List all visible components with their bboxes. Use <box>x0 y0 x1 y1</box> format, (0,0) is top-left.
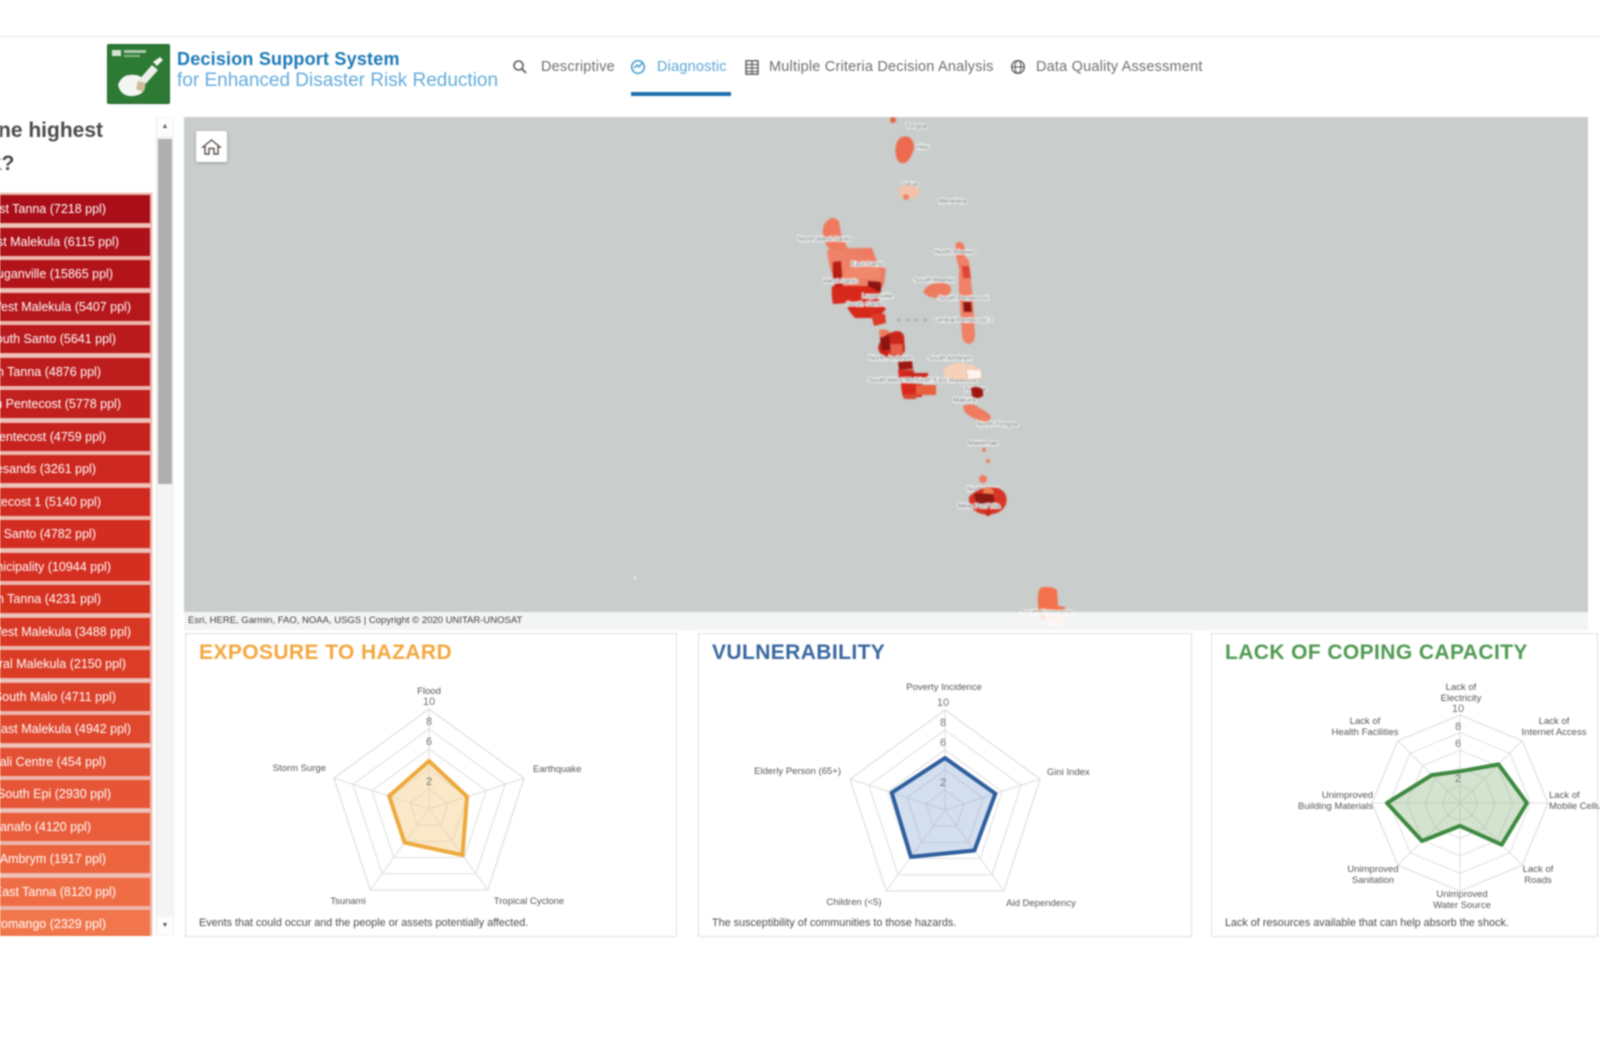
svg-text:10: 10 <box>1452 703 1464 715</box>
svg-text:Flood: Flood <box>417 686 441 697</box>
svg-text:Electricity: Electricity <box>1441 693 1482 704</box>
svg-text:Storm Surge: Storm Surge <box>273 763 326 774</box>
svg-text:South East Malekula: South East Malekula <box>914 377 977 384</box>
svg-text:Central Pentecost 2: Central Pentecost 2 <box>933 317 993 324</box>
svg-text:2: 2 <box>940 777 946 789</box>
svg-text:South Maewo: South Maewo <box>914 277 956 284</box>
svg-text:Building Materials: Building Materials <box>1298 801 1373 812</box>
svg-text:6: 6 <box>940 737 946 749</box>
svg-text:Water Source: Water Source <box>1433 900 1491 911</box>
svg-text:North Tongoa: North Tongoa <box>977 421 1018 428</box>
svg-text:Makura: Makura <box>953 397 976 404</box>
svg-text:8: 8 <box>426 716 432 728</box>
svg-text:8: 8 <box>940 717 946 729</box>
svg-text:Makemae: Makemae <box>968 440 998 447</box>
svg-text:Lack of: Lack of <box>1549 790 1580 801</box>
svg-text:Gini Index: Gini Index <box>1047 767 1090 778</box>
svg-text:West Santo: West Santo <box>823 278 858 285</box>
svg-text:Mele Port Vila: Mele Port Vila <box>958 503 1000 510</box>
svg-text:North Maewo: North Maewo <box>935 249 976 256</box>
svg-text:Tsunami: Tsunami <box>330 896 365 907</box>
svg-text:Lack of: Lack of <box>1350 716 1381 727</box>
svg-text:Sanitation: Sanitation <box>1352 875 1394 886</box>
svg-text:6: 6 <box>1455 738 1461 750</box>
svg-text:Internet Access: Internet Access <box>1522 727 1587 738</box>
svg-text:Roads: Roads <box>1524 875 1552 886</box>
svg-text:North Ambrym: North Ambrym <box>869 355 913 362</box>
svg-text:Tropical Cyclone: Tropical Cyclone <box>494 896 564 907</box>
svg-text:6: 6 <box>426 736 432 748</box>
svg-text:South Pentecost: South Pentecost <box>938 295 988 302</box>
svg-text:Poverty Incidence: Poverty Incidence <box>906 682 982 693</box>
svg-text:Aid Dependency: Aid Dependency <box>1006 898 1076 909</box>
svg-text:Gaua: Gaua <box>901 181 918 188</box>
svg-text:2: 2 <box>1455 773 1461 785</box>
svg-text:Elderly Person (65+): Elderly Person (65+) <box>754 766 841 777</box>
svg-text:Health Facilities: Health Facilities <box>1331 727 1398 738</box>
svg-text:Unimproved: Unimproved <box>1347 864 1398 875</box>
svg-text:South Ambrym: South Ambrym <box>928 355 973 362</box>
svg-text:Lack of: Lack of <box>1446 682 1477 693</box>
svg-text:Children (<5): Children (<5) <box>826 897 881 908</box>
svg-text:South West Malekula: South West Malekula <box>868 377 932 384</box>
svg-text:Lack of: Lack of <box>1539 716 1570 727</box>
svg-text:Torgoa: Torgoa <box>906 123 927 130</box>
svg-text:Lack of: Lack of <box>1523 864 1554 875</box>
svg-text:Mobile Cellular Cov: Mobile Cellular Cov <box>1549 801 1600 812</box>
svg-text:North West Santo: North West Santo <box>798 236 852 243</box>
svg-text:10: 10 <box>937 697 949 709</box>
svg-text:Luganville: Luganville <box>862 293 893 300</box>
svg-text:10: 10 <box>423 696 435 708</box>
svg-text:8: 8 <box>1455 721 1461 733</box>
svg-text:2: 2 <box>426 776 432 788</box>
svg-text:South Santo: South Santo <box>846 301 884 308</box>
svg-text:Earthquake: Earthquake <box>533 764 582 775</box>
svg-text:Unimproved: Unimproved <box>1322 790 1373 801</box>
svg-text:Unimproved: Unimproved <box>1436 889 1487 900</box>
svg-text:East Santo: East Santo <box>851 261 884 268</box>
svg-text:Merelava: Merelava <box>939 198 967 205</box>
svg-text:Hiw: Hiw <box>917 144 928 151</box>
